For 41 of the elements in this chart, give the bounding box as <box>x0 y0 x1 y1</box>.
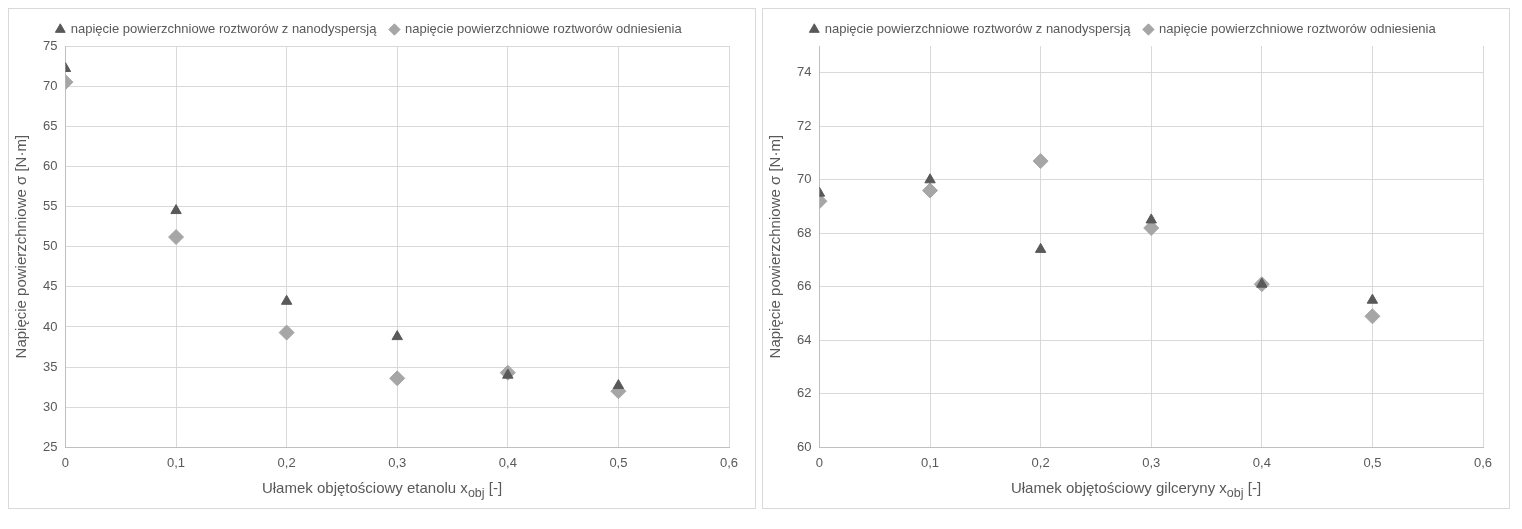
x-tick-label: 0,2 <box>1031 454 1050 470</box>
x-axis-title: Ułamek objętościowy etanolu x$_{obj}$ [-] <box>260 479 504 502</box>
x-tick-label: 0,5 <box>609 454 628 470</box>
y-axis-title: Napięcie powierzchniowe σ [N·m] <box>12 134 30 359</box>
y-tick-label: 72 <box>796 117 812 133</box>
y-tick-label: 65 <box>42 117 58 133</box>
y-tick-label: 70 <box>42 77 58 93</box>
x-tick-label: 0,1 <box>921 454 940 470</box>
y-tick-label: 30 <box>42 398 58 414</box>
x-tick-label: 0,5 <box>1363 454 1382 470</box>
y-tick-label: 50 <box>42 238 58 254</box>
legend-label: napięcie powierzchniowe roztworów odniesienia <box>1158 21 1437 37</box>
x-tick-label: 0,3 <box>388 454 407 470</box>
y-tick-label: 60 <box>42 158 58 173</box>
y-tick-label: 55 <box>42 198 58 214</box>
x-tick-label: 0,6 <box>719 454 739 470</box>
y-tick-label: 74 <box>796 64 812 80</box>
y-tick-label: 40 <box>42 318 58 334</box>
y-tick-label: 35 <box>42 358 58 374</box>
y-tick-label: 45 <box>42 278 58 294</box>
x-tick-label: 0,6 <box>1473 454 1493 470</box>
y-tick-label: 64 <box>796 331 812 347</box>
x-tick-label: 0,4 <box>498 454 517 470</box>
y-tick-label: 75 <box>42 37 58 53</box>
legend-label: napięcie powierzchniowe roztworów z nanodyspersją <box>824 21 1132 37</box>
x-tick-label: 0,1 <box>167 454 186 470</box>
x-axis-title: Ułamek objętościowy gilceryny x$_{obj}$ [-] <box>1009 479 1263 502</box>
x-tick-label: 0,4 <box>1252 454 1271 470</box>
y-tick-label: 68 <box>796 224 812 240</box>
x-tick-label: 0,2 <box>277 454 296 470</box>
y-tick-label: 60 <box>796 438 812 454</box>
y-tick-label: 25 <box>42 438 58 454</box>
legend-label: napięcie powierzchniowe roztworów odniesienia <box>404 21 683 37</box>
y-axis-title: Napięcie powierzchniowe σ [N·m] <box>766 134 784 359</box>
y-tick-label: 70 <box>796 171 812 187</box>
y-tick-label: 62 <box>796 385 812 401</box>
x-tick-label: 0 <box>815 454 824 470</box>
y-tick-label: 66 <box>796 278 812 294</box>
x-tick-label: 0,3 <box>1142 454 1161 470</box>
x-tick-label: 0 <box>61 454 70 470</box>
legend-label: napięcie powierzchniowe roztworów z nanodyspersją <box>70 21 378 37</box>
